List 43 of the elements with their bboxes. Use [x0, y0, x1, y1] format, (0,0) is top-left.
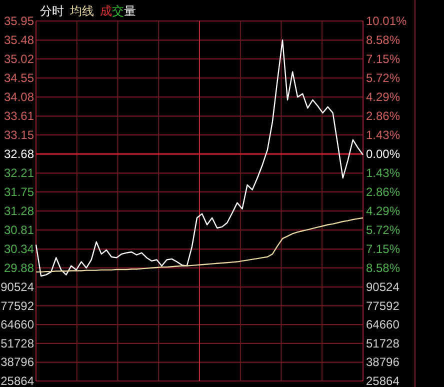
y-tick-label: 31.28: [4, 204, 34, 218]
y-tick-label: 35.02: [4, 52, 34, 66]
y2-tick-label: 8.58%: [366, 33, 400, 47]
y-tick-label: 29.88: [4, 260, 34, 275]
y2-tick-label: 8.58%: [366, 261, 400, 275]
y-tick-label: 33.15: [4, 128, 34, 142]
y-tick-label: 30.34: [4, 242, 34, 256]
y-tick-label: 32.68: [4, 147, 34, 161]
y-tick-label: 31.75: [4, 184, 34, 199]
y2-tick-label: 2.86%: [366, 185, 400, 199]
y2-tick-label: 5.72%: [366, 223, 400, 237]
y2-tick-label: 1.43%: [366, 166, 400, 180]
y2-tick-label: 0.00%: [366, 147, 400, 161]
y2-tick-label: 10.01%: [366, 14, 408, 28]
y-tick-label: 32.21: [4, 166, 34, 180]
y-tick-label: 25864: [0, 374, 34, 387]
y2-tick-label: 4.29%: [366, 204, 400, 218]
text: 成交量: [100, 4, 136, 18]
y-tick-label: 35.95: [4, 14, 34, 28]
y2-tick-label: 1.43%: [366, 128, 400, 142]
y2-tick-label: 38796: [366, 355, 400, 370]
y-tick-label: 77592: [0, 298, 34, 313]
y2-tick-label: 51728: [366, 336, 400, 350]
y2-tick-label: 2.86%: [366, 109, 400, 123]
y-tick-label: 34.08: [4, 90, 34, 104]
y2-tick-label: 4.29%: [366, 90, 400, 104]
y2-tick-label: 77592: [366, 298, 400, 313]
y-tick-label: 30.81: [4, 223, 34, 238]
y-tick-label: 51728: [0, 336, 34, 350]
y2-tick-label: 5.72%: [366, 71, 400, 85]
y-tick-label: 64660: [0, 318, 34, 332]
y-tick-label: 34.55: [4, 70, 34, 85]
y-tick-label: 38796: [0, 355, 34, 370]
y-tick-label: 35.48: [4, 33, 34, 48]
text: 均线: [69, 4, 94, 18]
y2-tick-label: 25864: [366, 374, 400, 387]
y2-tick-label: 64660: [366, 318, 400, 332]
y-tick-label: 33.61: [4, 109, 34, 124]
text: 分时: [40, 4, 64, 18]
y2-tick-label: 7.15%: [366, 242, 400, 256]
y2-tick-label: 7.15%: [366, 52, 400, 66]
y-tick-label: 90524: [0, 280, 34, 294]
y2-tick-label: 90524: [366, 280, 400, 294]
